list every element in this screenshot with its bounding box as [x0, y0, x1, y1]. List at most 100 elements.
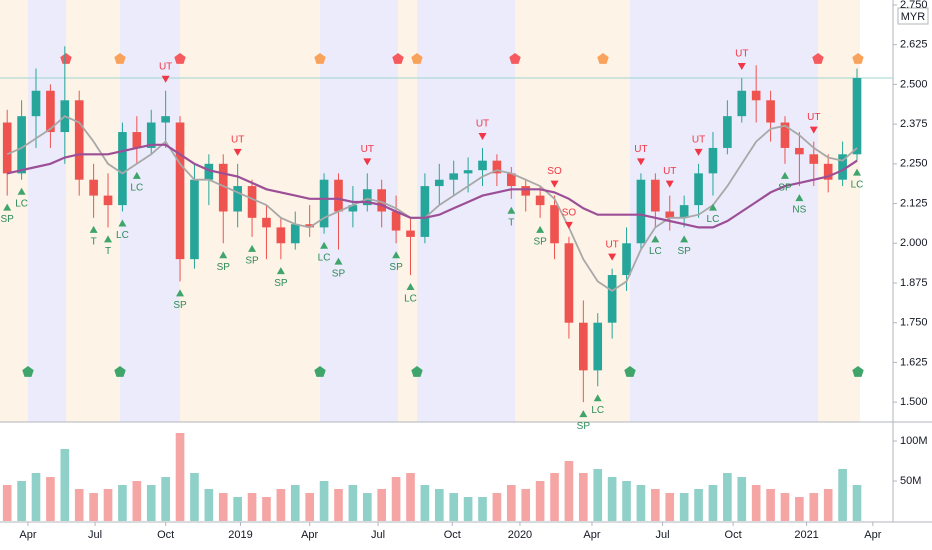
currency-box [897, 7, 929, 25]
candle-body [218, 163, 228, 212]
signal-label: UT [605, 239, 618, 250]
signal-arrow-down [478, 132, 487, 140]
signal-arrow-down [608, 253, 617, 261]
signal-arrow-down [161, 75, 170, 83]
signal-arrow-down [809, 126, 818, 134]
signal-arrow-up [176, 289, 185, 297]
signal-arrow-down [636, 158, 645, 166]
volume-bar [607, 477, 617, 521]
volume-bar [766, 489, 775, 521]
volume-bar [406, 473, 415, 521]
signal-label: SP [1, 214, 15, 225]
candle-body [795, 147, 804, 155]
candle-body [406, 230, 415, 237]
pentagon-marker [411, 366, 423, 377]
band [66, 0, 120, 422]
pentagon-marker [411, 53, 423, 64]
signal-arrow-up [89, 225, 98, 233]
volume-bar [708, 485, 718, 521]
volume-bar [694, 489, 703, 521]
candle-body [665, 211, 675, 218]
candle-body [823, 163, 833, 180]
candle-body [708, 147, 718, 174]
candle-body [262, 217, 271, 228]
pentagon-marker [852, 53, 864, 64]
signal-label: NS [792, 205, 806, 216]
pentagon-marker [22, 366, 34, 377]
volume-bar [190, 473, 199, 521]
candle-body [233, 186, 242, 212]
volume-bar [305, 493, 314, 521]
volume-bar [89, 493, 98, 521]
signal-label: LC [649, 246, 662, 257]
volume-bar [579, 473, 588, 521]
volume-bar [636, 485, 646, 521]
pentagon-marker [314, 366, 326, 377]
signal-arrow-up [406, 283, 415, 291]
pentagon-marker [114, 53, 126, 64]
candle-body [679, 205, 689, 218]
candle-body [593, 322, 603, 371]
volume-bar [247, 493, 257, 521]
currency-label: MYR [901, 11, 926, 23]
candle-body [751, 90, 761, 101]
volume-bar [535, 481, 545, 521]
signal-arrow-up [708, 203, 717, 211]
volume-bar [161, 477, 170, 521]
x-tick-label: 2020 [508, 529, 532, 541]
signal-label: UT [159, 61, 172, 72]
signal-label: T [91, 236, 97, 247]
signal-label: SP [332, 268, 346, 279]
candle-body [521, 186, 531, 196]
volume-bar [492, 493, 502, 521]
signal-label: LC [851, 179, 864, 190]
signal-arrow-up [334, 257, 343, 265]
volume-bar [118, 485, 127, 521]
volume-bar [74, 489, 84, 521]
signal-label: SP [677, 246, 691, 257]
x-tick-label: Oct [444, 529, 461, 541]
y-tick-label: 2.625 [900, 39, 928, 51]
candle-body [535, 195, 545, 206]
candle-body [2, 122, 12, 174]
band [398, 0, 417, 422]
y-tick-label: 1.500 [900, 396, 928, 408]
signal-arrow-up [507, 206, 516, 214]
volume-bar [2, 485, 12, 521]
volume-bar [103, 489, 113, 521]
candle-body [348, 205, 358, 212]
signal-label: LC [318, 252, 331, 263]
signal-arrow-up [680, 235, 689, 243]
volume-bar [132, 481, 142, 521]
volume-bar [204, 489, 214, 521]
candle-body [132, 132, 142, 148]
volume-bar [795, 497, 804, 521]
pentagon-marker [60, 53, 72, 64]
candle-body [852, 78, 862, 155]
signal-arrow-up [132, 171, 141, 179]
volume-bar [146, 485, 156, 521]
signal-arrow-up [392, 251, 401, 259]
candle-body [478, 160, 487, 171]
volume-bar [478, 497, 487, 521]
volume-bar [506, 485, 516, 521]
candle-body [737, 90, 747, 117]
candle-body [334, 179, 343, 212]
signal-label: UT [663, 166, 676, 177]
volume-bar [550, 473, 559, 521]
signal-arrow-up [248, 244, 257, 252]
candle-body [694, 173, 703, 206]
signal-label: SP [533, 236, 547, 247]
candle-body [449, 173, 459, 180]
vol-tick-label: 100M [900, 435, 928, 447]
signal-arrow-up [3, 203, 12, 211]
volume-bar [564, 461, 574, 521]
volume-bar [809, 493, 819, 521]
pentagon-marker [812, 53, 824, 64]
pentagon-marker [314, 53, 326, 64]
volume-bar [463, 497, 473, 521]
x-tick-label: Oct [725, 529, 742, 541]
signal-label: UT [807, 112, 820, 123]
volume-bar [593, 469, 603, 521]
